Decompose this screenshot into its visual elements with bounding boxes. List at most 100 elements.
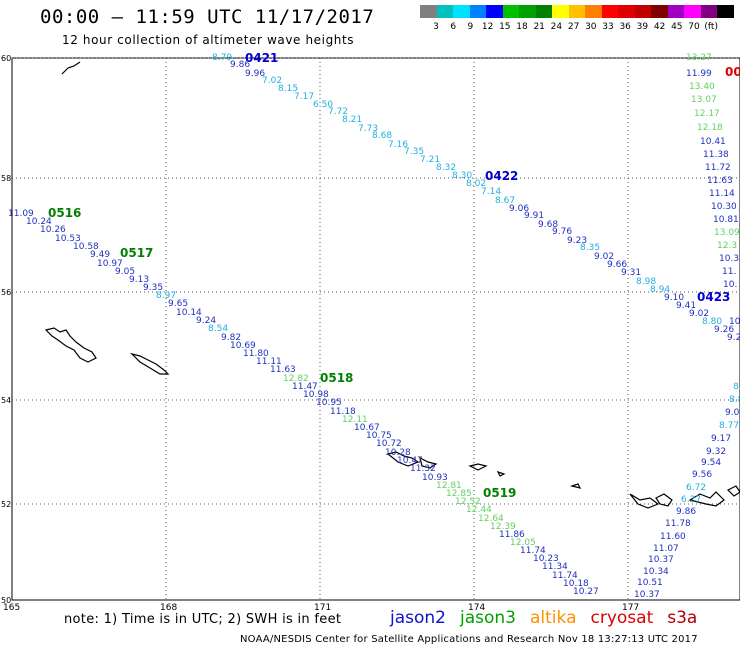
legend-swatch [634, 5, 651, 18]
pass-time-label: 0423 [697, 290, 730, 304]
wave-height-value: 8.98 [636, 277, 656, 287]
legend-swatch [717, 5, 734, 18]
wave-height-value: 11.63 [707, 176, 733, 186]
legend-swatch [535, 5, 552, 18]
wave-height-value: 7.16 [388, 140, 408, 150]
wave-height-value: 9.13 [129, 275, 149, 285]
x-tick-label: 168 [160, 603, 177, 613]
wave-height-value: 8.15 [278, 84, 298, 94]
wave-height-value: 8.8 [729, 395, 740, 405]
legend-swatch [502, 5, 519, 18]
wave-height-value: 10.26 [40, 225, 66, 235]
wave-height-value: 11.86 [499, 530, 525, 540]
wave-height-value: 9.66 [607, 260, 627, 270]
legend-swatch [420, 5, 437, 18]
wave-height-value: 9.82 [221, 333, 241, 343]
wave-height-value: 8.68 [372, 131, 392, 141]
legend-label: 24 [550, 22, 563, 32]
x-tick-label: 165 [3, 603, 20, 613]
wave-height-value: 10.51 [637, 578, 663, 588]
y-tick-label: 58 [1, 174, 11, 183]
wave-height-value: 12.17 [694, 109, 720, 119]
satellite-name-s3a: s3a [667, 608, 698, 628]
wave-height-value: 9.96 [245, 69, 265, 79]
wave-height-value: 11.72 [705, 163, 731, 173]
wave-height-value: 9.49 [90, 250, 110, 260]
wave-height-value: 10.28 [385, 448, 411, 458]
y-tick-label: 50 [1, 596, 11, 605]
wave-height-value: 10.93 [422, 473, 448, 483]
legend-swatch [519, 5, 536, 18]
wave-height-value: 10. [723, 280, 737, 290]
wave-height-value: 8.32 [436, 163, 456, 173]
wave-height-value: 10.34 [643, 567, 669, 577]
coastline [629, 493, 660, 509]
wave-height-value: 7.72 [328, 107, 348, 117]
wave-height-value: 13.09 [714, 228, 740, 238]
wave-height-value: 11.78 [665, 519, 691, 529]
pass-time-label: 0421 [245, 51, 278, 65]
wave-height-value: 9.0 [725, 408, 740, 418]
coastline [419, 456, 438, 469]
wave-height-value: 8.94 [650, 285, 670, 295]
legend-swatch [585, 5, 602, 18]
satellite-name-altika: altika [530, 608, 577, 628]
wave-height-value: 10.24 [26, 217, 52, 227]
wave-height-value: 8.21 [342, 115, 362, 125]
wave-height-value: 9.54 [701, 458, 721, 468]
wave-height-value: 7.02 [262, 76, 282, 86]
wave-height-value: 11.47 [292, 382, 318, 392]
wave-height-value: 8.77 [719, 421, 739, 431]
wave-height-value: 9.86 [676, 507, 696, 517]
wave-height-value: 9.91 [524, 211, 544, 221]
legend-label: 70 [688, 22, 700, 32]
y-tick-label: 52 [1, 500, 11, 509]
wave-height-value: 11.74 [552, 571, 578, 581]
pass-time-label: 0422 [485, 169, 518, 183]
wave-height-value: 6.50 [313, 100, 333, 110]
pass-time-label: 0517 [120, 246, 153, 260]
coastline [655, 493, 673, 507]
wave-height-value: 11.11 [256, 357, 282, 367]
color-scale-legend [420, 5, 734, 18]
wave-height-value: 9.41 [676, 301, 696, 311]
wave-height-value: 10 [729, 317, 740, 327]
wave-height-value: 12.3 [717, 241, 737, 251]
map-title: 00:00 – 11:59 UTC 11/17/2017 [40, 6, 375, 28]
legend-swatch [700, 5, 717, 18]
wave-height-value: 12.05 [510, 538, 536, 548]
legend-label: 21 [533, 22, 545, 32]
legend-label: 18 [516, 22, 528, 32]
wave-height-value: 9.32 [706, 447, 726, 457]
wave-height-value: 10.98 [303, 390, 329, 400]
legend-label: 12 [481, 22, 494, 32]
wave-height-value: 12.82 [283, 374, 309, 384]
wave-height-value: 11.09 [8, 209, 34, 219]
wave-height-value: 9.24 [196, 316, 216, 326]
wave-height-value: 11. [722, 267, 736, 277]
wave-height-value: 11.38 [703, 150, 729, 160]
wave-height-value: 12.11 [342, 415, 368, 425]
wave-height-value: 8.97 [156, 291, 176, 301]
satellite-name-cryosat: cryosat [590, 608, 654, 628]
credit-line: NOAA/NESDIS Center for Satellite Applica… [240, 634, 698, 645]
wave-height-value: 10.67 [354, 423, 380, 433]
wave-height-value: 8.79 [212, 53, 232, 63]
wave-height-value: 9.76 [552, 227, 572, 237]
x-tick-label: 174 [468, 603, 485, 613]
wave-height-value: 7.35 [404, 147, 424, 157]
wave-height-value: 11.07 [653, 544, 679, 554]
wave-height-value: 8.30 [452, 171, 472, 181]
wave-height-value: 11.60 [660, 532, 686, 542]
wave-height-value: 12.52 [455, 497, 481, 507]
legend-label: 39 [636, 22, 649, 32]
wave-height-value: 9.31 [621, 268, 641, 278]
legend-swatch [552, 5, 569, 18]
wave-height-value: 10.27 [573, 587, 599, 597]
satellite-legend: jason2 jason3 altika cryosat s3a [390, 608, 711, 628]
wave-height-value: 10.23 [533, 554, 559, 564]
wave-height-value: 9.2 [727, 333, 740, 343]
wave-height-value: 11.63 [270, 365, 296, 375]
wave-height-value: 10.30 [711, 202, 737, 212]
